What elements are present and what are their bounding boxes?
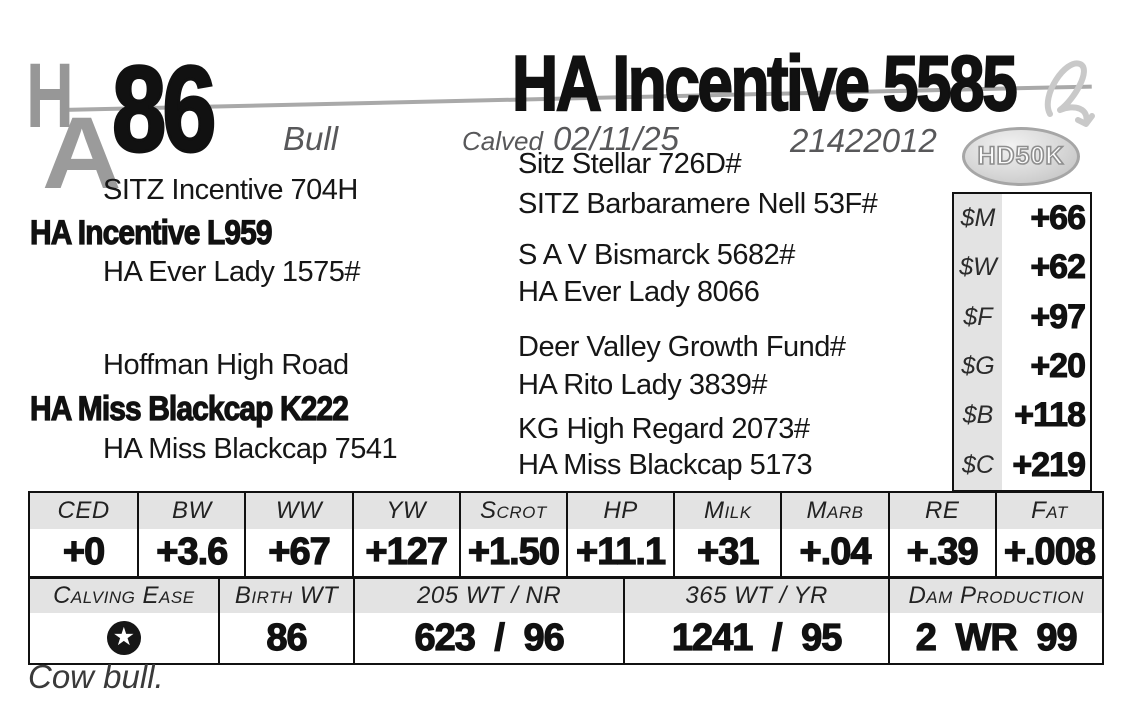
calved-row: Calved 02/11/25 (462, 122, 679, 155)
dam-name: HA Miss Blackcap K222 (29, 390, 349, 428)
perf-value-birth-wt: 86 (217, 613, 354, 663)
perf-value-dam-production: 2 WR 99 (888, 613, 1102, 663)
animal-name-title: HA Incentive 5585 (511, 39, 1018, 127)
table-row: $B +118 (954, 391, 1090, 441)
dollar-m-value: +66 (1030, 199, 1087, 238)
pedigree-line: HA Miss Blackcap 5173 (518, 449, 813, 481)
table-row: $M +66 (954, 194, 1090, 244)
perf-header-205-wt-nr: 205 WT / NR (353, 579, 623, 613)
epd-value-ced: +0 (30, 529, 138, 576)
epd-value-re: +.39 (887, 529, 995, 576)
dollar-f-value: +97 (1030, 297, 1087, 336)
epd-value-scrot: +1.50 (458, 529, 566, 576)
dollar-b-value: +118 (1014, 396, 1087, 435)
dollar-value-table: $M +66 $W +62 $F +97 $G +20 $B +118 $C +… (952, 192, 1092, 492)
ranch-logo-letter-a: A (42, 96, 122, 210)
epd-header-scrot: Scrot (458, 493, 566, 529)
hd50k-badge-label: HD50K (977, 142, 1065, 170)
pedigree-line: HA Ever Lady 8066 (518, 276, 760, 308)
perf-header-calving-ease: Calving Ease (30, 579, 218, 613)
sire-of-sire: SITZ Incentive 704H (103, 174, 358, 206)
pedigree-line: HA Rito Lady 3839# (518, 369, 767, 401)
dollar-g-value: +20 (1030, 347, 1087, 386)
epd-header-bw: BW (137, 493, 245, 529)
epd-header-milk: Milk (673, 493, 781, 529)
dollar-m-label: $M (954, 194, 1002, 244)
footnote: Cow bull. (28, 658, 164, 695)
dollar-w-value: +62 (1030, 248, 1087, 287)
sex-label: Bull (283, 120, 339, 157)
dam-of-dam: HA Miss Blackcap 7541 (103, 433, 398, 465)
perf-header-birth-wt: Birth WT (217, 579, 354, 613)
perf-value-calving-ease: ★ (30, 613, 218, 663)
dam-of-sire: HA Ever Lady 1575# (103, 256, 361, 288)
epd-header-ww: WW (244, 493, 352, 529)
perf-header-dam-production: Dam Production (888, 579, 1102, 613)
epd-header-and-values: CED BW WW YW Scrot HP Milk Marb RE Fat +… (30, 493, 1102, 576)
epd-value-yw: +127 (351, 529, 459, 576)
pedigree-line: Sitz Stellar 726D# (518, 148, 742, 180)
pedigree-line: KG High Regard 2073# (518, 413, 810, 445)
epd-header-fat: Fat (994, 493, 1102, 529)
calved-date: 02/11/25 (552, 120, 679, 157)
dollar-b-label: $B (954, 391, 1002, 441)
calving-ease-star-icon: ★ (106, 621, 141, 655)
epd-value-bw: +3.6 (137, 529, 245, 576)
dollar-w-label: $W (954, 243, 1002, 293)
perf-value-365-wt-yr: 1241 / 95 (622, 613, 889, 663)
hd50k-badge: HD50K (962, 127, 1080, 186)
epd-header-marb: Marb (780, 493, 888, 529)
table-row: $F +97 (954, 292, 1090, 342)
lot-number: 86 (111, 41, 218, 177)
epd-performance-table: CED BW WW YW Scrot HP Milk Marb RE Fat +… (28, 491, 1104, 665)
pedigree-line: SITZ Barbaramere Nell 53F# (518, 188, 878, 220)
dollar-f-label: $F (954, 292, 1002, 342)
epd-value-fat: +.008 (994, 529, 1102, 576)
table-row: $C +219 (954, 440, 1090, 490)
sire-name: HA Incentive L959 (29, 214, 273, 252)
pedigree-line: Deer Valley Growth Fund# (518, 331, 846, 363)
epd-header-hp: HP (565, 493, 674, 529)
star-glyph: ★ (112, 622, 136, 651)
sire-of-dam: Hoffman High Road (103, 349, 349, 381)
dollar-c-label: $C (954, 440, 1002, 490)
epd-value-ww: +67 (244, 529, 352, 576)
epd-header-yw: YW (351, 493, 459, 529)
pedigree-line: S A V Bismarck 5682# (518, 239, 795, 271)
registration-number: 21422012 (790, 122, 937, 159)
perf-value-205-wt-nr: 623 / 96 (353, 613, 623, 663)
calved-label: Calved (462, 126, 543, 156)
table-row: $G +20 (954, 341, 1090, 392)
epd-header-ced: CED (30, 493, 138, 529)
decorative-squiggle-icon (1044, 60, 1095, 127)
epd-value-hp: +11.1 (565, 529, 674, 576)
epd-value-milk: +31 (673, 529, 781, 576)
dollar-g-label: $G (954, 341, 1002, 392)
table-row: $W +62 (954, 243, 1090, 293)
performance-header-and-values: Calving Ease Birth WT 205 WT / NR 365 WT… (30, 576, 1102, 663)
epd-value-marb: +.04 (780, 529, 888, 576)
dollar-c-value: +219 (1012, 445, 1087, 484)
perf-header-365-wt-yr: 365 WT / YR (622, 579, 889, 613)
epd-header-re: RE (887, 493, 995, 529)
ranch-logo-letter-h: H (26, 45, 74, 147)
